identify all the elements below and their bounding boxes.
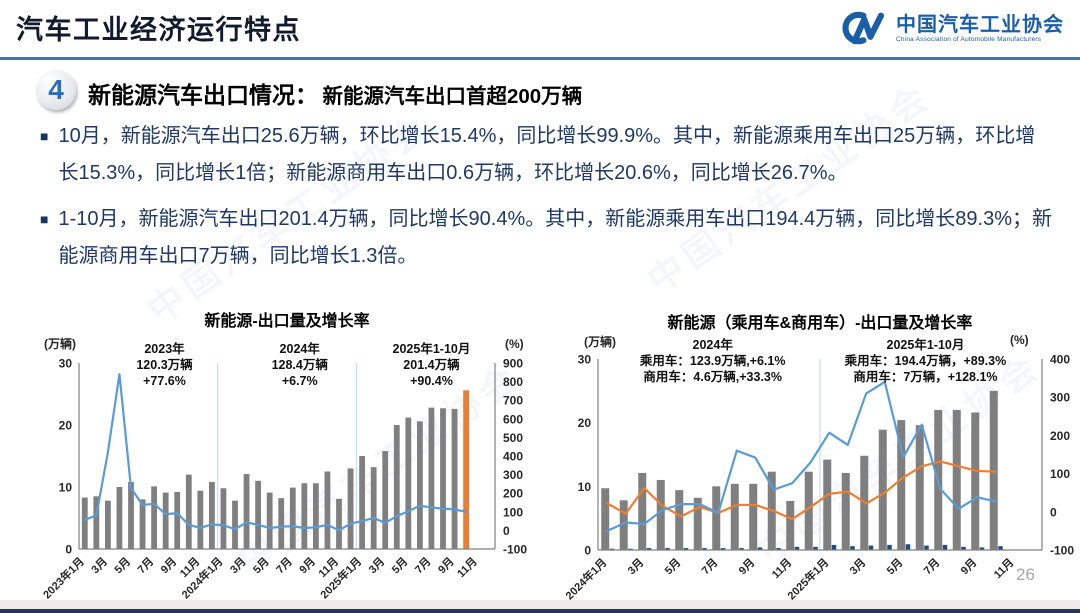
svg-text:30: 30: [578, 353, 592, 367]
svg-text:5月: 5月: [112, 555, 133, 576]
svg-text:7月: 7月: [274, 555, 295, 576]
svg-text:10: 10: [578, 480, 592, 494]
svg-text:120.3万辆: 120.3万辆: [136, 357, 193, 372]
svg-text:新能源-出口量及增长率: 新能源-出口量及增长率: [204, 311, 369, 330]
svg-text:5月: 5月: [662, 556, 683, 577]
svg-text:-100: -100: [1050, 544, 1074, 558]
svg-text:9月: 9月: [297, 555, 318, 576]
logo-org-name: 中国汽车工业协会: [896, 13, 1064, 36]
svg-text:(%): (%): [505, 337, 524, 351]
svg-text:2025年1-10月: 2025年1-10月: [887, 337, 965, 352]
svg-text:20: 20: [59, 419, 73, 433]
caam-logo: 中国汽车工业协会 China Association of Automobile…: [830, 8, 1064, 48]
svg-text:200: 200: [503, 487, 523, 501]
bullet-item: ■ 1-10月，新能源汽车出口201.4万辆，同比增长90.4%。其中，新能源乘…: [40, 201, 1052, 275]
svg-text:900: 900: [503, 357, 523, 371]
svg-text:7月: 7月: [921, 556, 942, 577]
svg-text:7月: 7月: [135, 555, 156, 576]
svg-text:600: 600: [503, 412, 523, 426]
svg-text:(%): (%): [1010, 333, 1029, 347]
svg-text:9月: 9月: [158, 555, 179, 576]
svg-text:乘用车：123.9万辆,+6.1%: 乘用车：123.9万辆,+6.1%: [639, 353, 786, 368]
svg-text:+6.7%: +6.7%: [282, 374, 318, 388]
svg-text:-100: -100: [503, 543, 527, 557]
svg-text:商用车：4.6万辆,+33.3%: 商用车：4.6万辆,+33.3%: [643, 369, 782, 384]
svg-text:乘用车：194.4万辆，+89.3%: 乘用车：194.4万辆，+89.3%: [844, 353, 1007, 368]
bullet-text: 1-10月，新能源汽车出口201.4万辆，同比增长90.4%。其中，新能源乘用车…: [58, 208, 1053, 267]
svg-text:7月: 7月: [412, 555, 433, 576]
svg-text:2024年: 2024年: [280, 341, 321, 356]
svg-text:100: 100: [1050, 467, 1070, 481]
bullet-text: 10月，新能源汽车出口25.6万辆，环比增长15.4%，同比增长99.9%。其中…: [58, 125, 1036, 184]
svg-text:0: 0: [584, 544, 591, 558]
section-number-badge: 4: [36, 70, 76, 110]
svg-text:30: 30: [59, 357, 73, 371]
svg-text:2023年1月: 2023年1月: [40, 554, 87, 601]
section-heading: 新能源汽车出口情况： 新能源汽车出口首超200万辆: [88, 76, 582, 110]
svg-text:9月: 9月: [736, 556, 757, 577]
svg-text:3月: 3月: [89, 555, 110, 576]
svg-text:2025年1-10月: 2025年1-10月: [393, 341, 471, 356]
svg-text:200: 200: [1050, 429, 1070, 443]
svg-text:7月: 7月: [699, 556, 720, 577]
svg-text:2024年1月: 2024年1月: [562, 555, 609, 602]
svg-text:5月: 5月: [389, 555, 410, 576]
svg-text:9月: 9月: [435, 555, 456, 576]
svg-text:3月: 3月: [625, 556, 646, 577]
caam-logo-icon: [842, 11, 885, 45]
svg-text:0: 0: [503, 524, 510, 538]
svg-text:0: 0: [1050, 505, 1057, 519]
svg-text:10: 10: [59, 481, 73, 495]
slide-bottom-strip: [0, 600, 1080, 609]
bullet-list: ■ 10月，新能源汽车出口25.6万辆，环比增长15.4%，同比增长99.9%。…: [40, 118, 1052, 284]
svg-text:3月: 3月: [227, 555, 248, 576]
svg-text:(万辆): (万辆): [584, 334, 616, 349]
logo-org-subtitle: China Association of Automobile Manufact…: [896, 35, 1042, 43]
svg-text:9月: 9月: [958, 556, 979, 577]
svg-text:2023年: 2023年: [144, 341, 185, 356]
slide-bottom-border: [0, 609, 1080, 613]
svg-text:201.4万辆: 201.4万辆: [403, 357, 460, 372]
svg-text:3月: 3月: [366, 555, 387, 576]
svg-text:5月: 5月: [884, 556, 905, 577]
svg-text:新能源（乘用车&商用车）-出口量及增长率: 新能源（乘用车&商用车）-出口量及增长率: [668, 313, 973, 332]
svg-text:11月: 11月: [991, 556, 1016, 581]
section-subtitle: 新能源汽车出口首超200万辆: [322, 85, 583, 108]
svg-text:300: 300: [1050, 391, 1070, 405]
svg-text:3月: 3月: [847, 556, 868, 577]
svg-text:+90.4%: +90.4%: [410, 374, 453, 388]
svg-text:300: 300: [503, 468, 523, 482]
svg-text:+77.6%: +77.6%: [143, 374, 186, 388]
svg-text:(万辆): (万辆): [44, 336, 76, 351]
svg-text:11月: 11月: [769, 556, 794, 581]
svg-text:500: 500: [503, 431, 523, 445]
bullet-square-icon: ■: [40, 128, 49, 144]
svg-text:20: 20: [578, 416, 592, 430]
page-number: 26: [1016, 565, 1035, 584]
bullet-item: ■ 10月，新能源汽车出口25.6万辆，环比增长15.4%，同比增长99.9%。…: [40, 118, 1052, 192]
bullet-square-icon: ■: [40, 211, 49, 227]
svg-text:100: 100: [503, 505, 523, 519]
nev-export-volume-growth-chart: 0 10 20 30 -100 0 100 200 300 400 500 600 700 800 900 2…: [40, 311, 528, 601]
svg-text:128.4万辆: 128.4万辆: [272, 357, 329, 372]
svg-text:商用车：7万辆，+128.1%: 商用车：7万辆，+128.1%: [853, 369, 997, 384]
svg-text:700: 700: [503, 394, 523, 408]
svg-text:800: 800: [503, 375, 523, 389]
svg-text:0: 0: [65, 543, 72, 557]
svg-text:2024年: 2024年: [693, 337, 734, 352]
section-title: 新能源汽车出口情况：: [88, 82, 318, 108]
header-divider: [0, 57, 1080, 60]
svg-text:5月: 5月: [250, 555, 271, 576]
nev-pv-cv-export-volume-growth-chart: 0 10 20 30 -100 0 100 200 300 400 2024年1月 3月 5月 7月 9月 1…: [562, 313, 1074, 602]
svg-text:400: 400: [1050, 353, 1070, 367]
page-title: 汽车工业经济运行特点: [16, 15, 301, 45]
svg-text:11月: 11月: [455, 555, 480, 580]
svg-text:400: 400: [503, 450, 523, 464]
